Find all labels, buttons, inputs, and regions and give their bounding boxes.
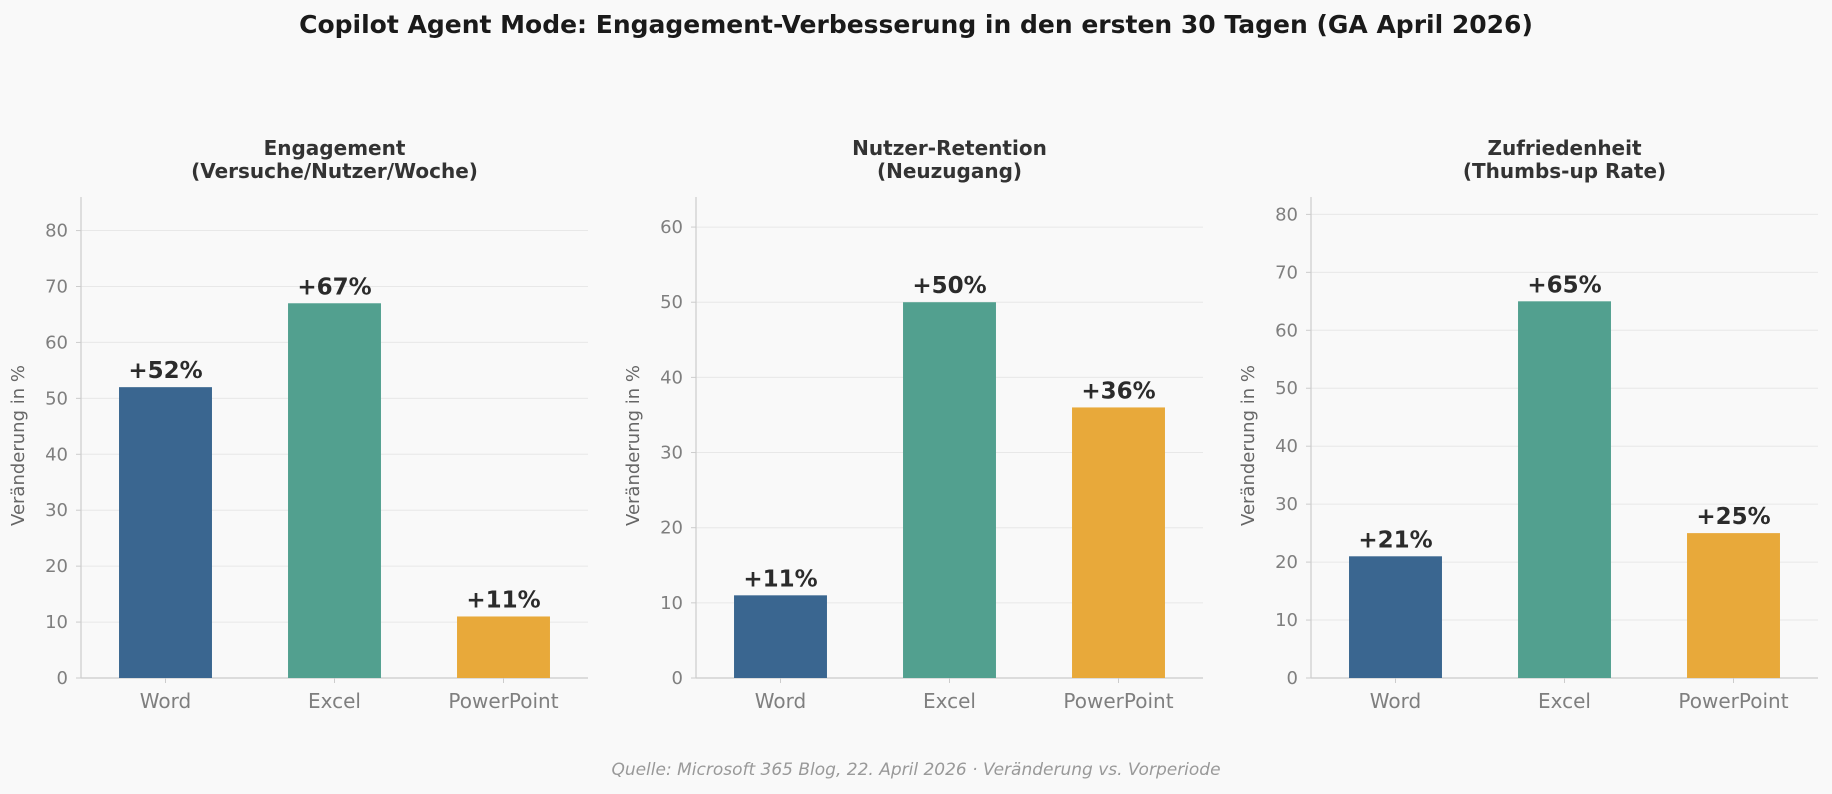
y-tick-label: 20	[45, 556, 68, 577]
panel-title-line: Engagement	[264, 136, 406, 160]
y-tick-label: 10	[45, 612, 68, 633]
y-tick-label: 70	[45, 276, 68, 297]
panel-title-line: (Neuzugang)	[877, 159, 1022, 183]
panel-title-line: Zufriedenheit	[1487, 136, 1642, 160]
y-tick-label: 20	[1275, 552, 1298, 573]
x-tick-label: Excel	[308, 689, 361, 713]
data-label: +11%	[743, 566, 817, 592]
y-tick-label: 80	[45, 221, 68, 242]
chart-panel-2: 0 10 20 30 40 50 60 Veränderung in % Nutzer-Rete…	[623, 136, 1203, 713]
y-axis-label: Veränderung in %	[1238, 365, 1259, 526]
bar-excel	[288, 303, 381, 678]
x-tick-label: PowerPoint	[448, 689, 558, 713]
y-tick-label: 10	[660, 593, 683, 614]
x-tick-label: PowerPoint	[1678, 689, 1788, 713]
y-tick-label: 40	[660, 367, 683, 388]
y-tick-label: 50	[660, 292, 683, 313]
bar-powerpoint	[1687, 533, 1780, 678]
y-axis-label: Veränderung in %	[8, 365, 29, 526]
data-label: +67%	[297, 274, 371, 300]
y-tick-label: 30	[660, 443, 683, 464]
y-tick-label: 0	[672, 668, 683, 689]
data-label: +65%	[1527, 272, 1601, 298]
x-tick-label: Excel	[1538, 689, 1591, 713]
y-tick-label: 50	[45, 388, 68, 409]
bar-word	[1349, 556, 1442, 678]
bar-powerpoint	[1072, 407, 1165, 678]
y-tick-label: 10	[1275, 610, 1298, 631]
chart-main-title: Copilot Agent Mode: Engagement-Verbesser…	[299, 10, 1533, 39]
y-tick-label: 60	[660, 217, 683, 238]
x-tick-label: Excel	[923, 689, 976, 713]
data-label: +11%	[466, 587, 540, 613]
x-tick-label: Word	[1370, 689, 1421, 713]
y-tick-label: 40	[1275, 436, 1298, 457]
source-footnote: Quelle: Microsoft 365 Blog, 22. April 20…	[611, 760, 1221, 780]
chart-panel-3: 0 10 20 30 40 50 60 70 80 Veränderung in % Zufried…	[1238, 136, 1818, 713]
data-label: +52%	[128, 358, 202, 384]
y-tick-label: 0	[57, 668, 68, 689]
x-tick-label: Word	[140, 689, 191, 713]
panel-title-line: (Versuche/Nutzer/Woche)	[191, 159, 478, 183]
bar-word	[734, 595, 827, 678]
data-label: +36%	[1081, 378, 1155, 404]
data-label: +50%	[912, 273, 986, 299]
bar-word	[119, 387, 212, 678]
data-label: +21%	[1358, 527, 1432, 553]
x-tick-label: PowerPoint	[1063, 689, 1173, 713]
y-tick-label: 60	[1275, 320, 1298, 341]
data-label: +25%	[1696, 504, 1770, 530]
y-tick-label: 20	[660, 518, 683, 539]
bar-excel	[1518, 301, 1611, 678]
y-tick-label: 40	[45, 444, 68, 465]
y-tick-label: 70	[1275, 262, 1298, 283]
y-tick-label: 30	[1275, 494, 1298, 515]
chart-panel-1: 0 10 20 30 40 50 60 70 80 Veränderung in % Engagem…	[8, 136, 588, 713]
x-tick-label: Word	[755, 689, 806, 713]
y-axis-label: Veränderung in %	[623, 365, 644, 526]
y-tick-label: 50	[1275, 378, 1298, 399]
y-tick-label: 80	[1275, 204, 1298, 225]
y-tick-label: 60	[45, 332, 68, 353]
bar-excel	[903, 302, 996, 678]
bar-powerpoint	[457, 616, 550, 678]
panel-title-line: (Thumbs-up Rate)	[1463, 159, 1666, 183]
y-tick-label: 0	[1287, 668, 1298, 689]
y-tick-label: 30	[45, 500, 68, 521]
panel-title-line: Nutzer-Retention	[852, 136, 1047, 160]
